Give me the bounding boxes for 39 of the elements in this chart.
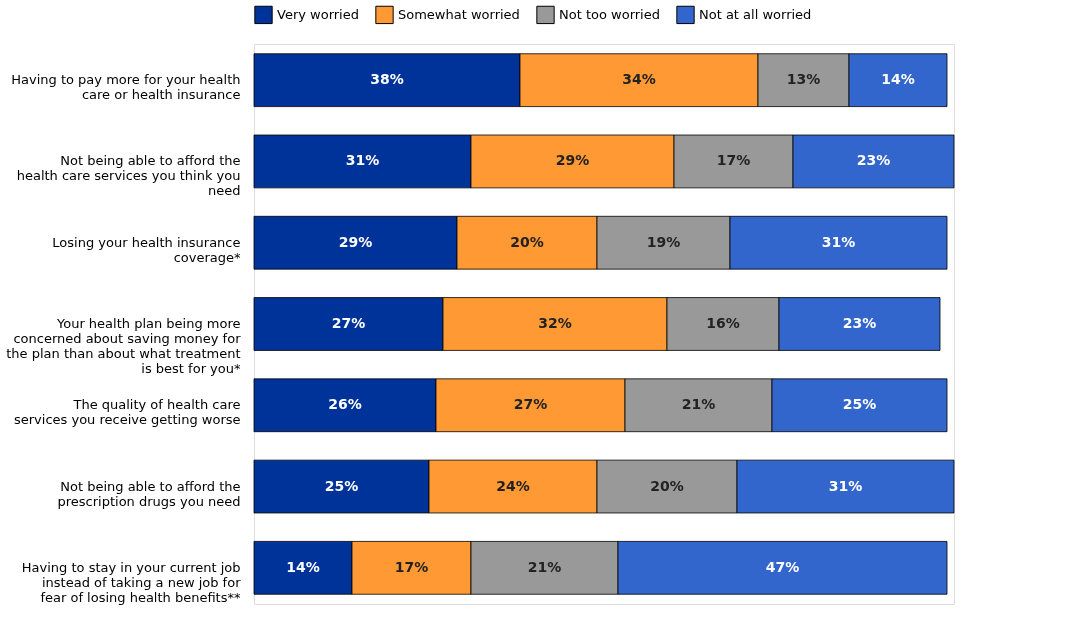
data-label: 24% xyxy=(496,477,530,494)
data-label: 32% xyxy=(538,315,572,331)
data-label: 29% xyxy=(555,152,590,169)
data-label: 21% xyxy=(681,396,716,413)
data-label: 23% xyxy=(842,315,877,331)
legend-label: Not at all worried xyxy=(699,6,812,22)
data-label: 27% xyxy=(513,396,548,413)
legend-label: Somewhat worried xyxy=(398,6,520,22)
legend-label: Very worried xyxy=(277,6,359,22)
data-label: 29% xyxy=(338,233,373,250)
y-tick-label: Having to pay more for your health care or health insurance xyxy=(11,72,241,103)
data-label: 27% xyxy=(331,315,366,331)
data-label: 17% xyxy=(716,152,751,169)
y-tick-label: The quality of health care services you receive getting worse xyxy=(13,397,241,428)
data-label: 38% xyxy=(370,71,404,88)
data-label: 14% xyxy=(286,558,320,575)
data-label: 13% xyxy=(786,71,821,88)
data-label: 34% xyxy=(622,71,656,88)
data-label: 31% xyxy=(821,233,856,250)
y-tick-label: Losing your health insurance coverage* xyxy=(52,234,241,265)
data-label: 19% xyxy=(646,233,681,250)
data-label: 47% xyxy=(765,558,800,575)
y-tick-label: Your health plan being more concerned about saving money for the plan than about what treatment is best for you* xyxy=(6,316,242,376)
data-label: 21% xyxy=(527,558,562,575)
data-label: 31% xyxy=(828,477,863,494)
data-label: 26% xyxy=(328,396,362,413)
data-label: 25% xyxy=(324,477,359,494)
data-label: 23% xyxy=(856,152,891,169)
data-label: 17% xyxy=(394,558,429,575)
legend-label: Not too worried xyxy=(559,6,660,22)
y-tick-label: Not being able to afford the health care services you think you need xyxy=(16,153,241,199)
y-tick-label: Not being able to afford the prescription drugs you need xyxy=(57,478,241,509)
data-label: 16% xyxy=(706,315,740,331)
y-tick-label: Having to stay in your current job instead of taking a new job for fear of losing health benefits** xyxy=(21,559,242,605)
data-label: 20% xyxy=(510,233,544,250)
data-label: 20% xyxy=(650,477,684,494)
data-label: 25% xyxy=(842,396,877,413)
data-label: 14% xyxy=(881,71,915,88)
data-label: 31% xyxy=(345,152,380,169)
